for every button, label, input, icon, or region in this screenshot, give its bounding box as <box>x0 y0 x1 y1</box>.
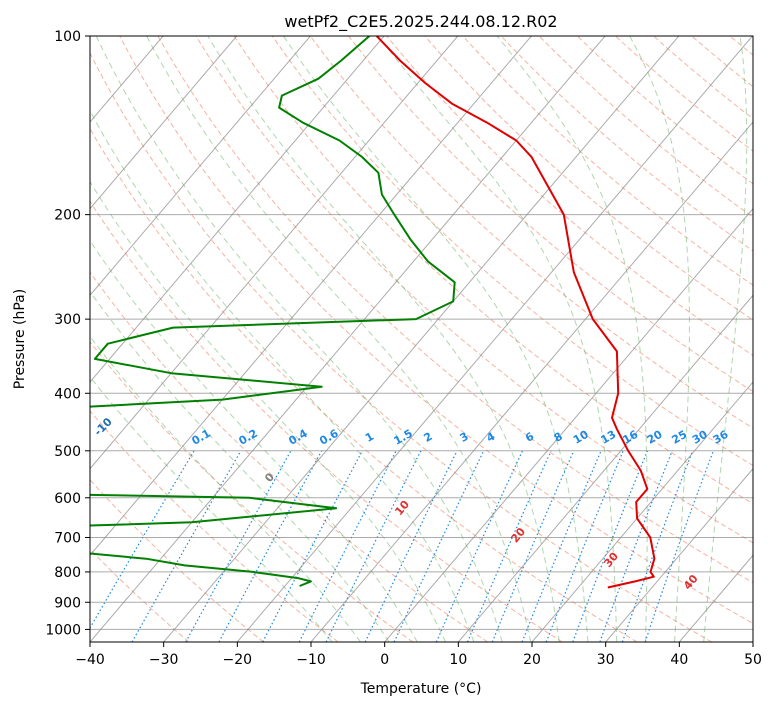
dewpoint-profile-line <box>90 36 456 587</box>
x-tick-label: 20 <box>523 652 541 668</box>
moist-adiabat-line <box>282 36 589 642</box>
dry-adiabats <box>90 36 753 642</box>
moist-adiabat-line <box>629 36 690 642</box>
mixing-ratio-lines <box>90 450 714 642</box>
x-tick-label: 0 <box>380 652 389 668</box>
mixing-ratio-line <box>185 450 292 642</box>
x-tick-label: −20 <box>223 652 253 668</box>
mixing-ratio-line <box>364 450 458 642</box>
dry-adiabat-line <box>462 36 753 286</box>
dry-adiabat-line <box>90 51 712 642</box>
mixing-ratio-line <box>491 450 575 642</box>
moist-adiabat-line <box>90 180 447 642</box>
isotherm-line <box>457 294 753 642</box>
x-tick-label: 30 <box>597 652 615 668</box>
mixing-ratio-line <box>644 450 714 642</box>
dry-adiabat-line <box>195 36 753 544</box>
x-tick-label: −40 <box>75 652 105 668</box>
y-tick-label: 400 <box>54 386 81 402</box>
plot-frame <box>89 35 754 643</box>
isotherm-line <box>605 467 753 642</box>
mixing-ratio-line <box>90 450 195 630</box>
mixing-ratio-line <box>393 450 485 642</box>
x-tick-label: 40 <box>670 652 688 668</box>
isotherm-line <box>90 36 532 557</box>
moist-adiabat-line <box>90 290 390 642</box>
dry-adiabat-line <box>90 200 563 642</box>
dry-adiabat-line <box>90 127 638 642</box>
y-tick-label: 300 <box>54 312 81 328</box>
y-tick-label: 200 <box>54 208 81 224</box>
y-tick-label: 500 <box>54 444 81 460</box>
dry-adiabat-line <box>500 36 753 252</box>
dry-adiabat-line <box>119 36 753 625</box>
x-tick-label: 50 <box>744 652 762 668</box>
moist-adiabat-line <box>90 239 418 642</box>
y-tick-label: 1000 <box>45 622 81 638</box>
sounding-series <box>90 36 656 589</box>
dry-adiabat-line <box>386 36 753 357</box>
mixing-ratio-line <box>131 450 242 642</box>
mixing-ratio-line <box>621 450 694 642</box>
isotherm-line <box>236 36 753 642</box>
isotherm-line <box>90 36 311 297</box>
moist-adiabat-line <box>90 335 361 642</box>
y-tick-label: 800 <box>54 565 81 581</box>
dry-adiabat-line <box>90 479 264 642</box>
mixing-ratio-line <box>435 450 524 642</box>
y-axis-title: Pressure (hPa) <box>12 289 28 389</box>
isotherm-line <box>90 36 606 642</box>
moist-adiabat-line <box>90 109 475 642</box>
isotherms <box>90 36 753 642</box>
chart-title: wetPf2_C2E5.2025.244.08.12.R02 <box>284 12 557 32</box>
isotherm-line <box>531 381 753 642</box>
dry-adiabat-line <box>615 36 753 152</box>
isotherm-line <box>90 36 459 470</box>
mixing-ratio-line <box>218 450 323 642</box>
x-tick-label: −10 <box>296 652 326 668</box>
y-tick-label: 100 <box>54 29 81 45</box>
isotherm-line <box>163 36 680 642</box>
y-tick-label: 600 <box>54 491 81 507</box>
x-tick-label: −30 <box>149 652 179 668</box>
y-axis-ticks: 100 200 300 400 500 600 700 800 900 1000 <box>45 29 90 638</box>
isotherm-line <box>384 207 753 642</box>
moist-adiabat-line <box>90 376 333 642</box>
mixing-ratio-line <box>521 450 602 642</box>
dry-adiabat-line <box>538 36 753 218</box>
isotherm-line <box>310 121 753 642</box>
isotherm-line <box>90 36 238 210</box>
x-axis-ticks: −40 −30 −20 −10 0 10 20 30 40 50 <box>75 642 762 668</box>
x-axis-title: Temperature (°C) <box>360 681 482 697</box>
moist-adiabat-line <box>95 36 503 642</box>
y-tick-label: 900 <box>54 595 81 611</box>
dry-adiabat-line <box>157 36 753 584</box>
moist-adiabat-line <box>703 36 748 642</box>
y-tick-label: 700 <box>54 531 81 547</box>
dry-adiabat-line <box>309 36 753 429</box>
temperature-profile-line <box>375 36 656 589</box>
x-tick-label: 10 <box>449 652 467 668</box>
